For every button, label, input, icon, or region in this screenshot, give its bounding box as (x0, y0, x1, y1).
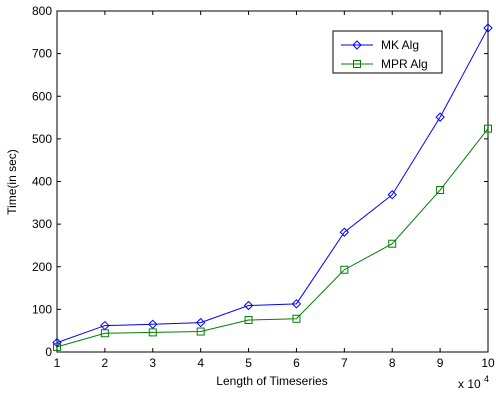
data-point-square (244, 316, 253, 325)
series-2 (53, 124, 492, 351)
x-tick-label: 7 (341, 356, 348, 370)
y-axis-label: Time(in sec) (5, 149, 19, 215)
data-point-square (196, 327, 205, 336)
x-axis-exponent-base: x 10 (458, 377, 481, 391)
y-tick-label: 100 (32, 302, 52, 316)
series-line (56, 128, 489, 348)
y-tick-label: 400 (32, 175, 52, 189)
y-tick-label: 600 (32, 89, 52, 103)
x-tick-label: 2 (102, 356, 109, 370)
data-point-diamond (435, 112, 445, 122)
x-axis-exponent-power: 4 (484, 374, 489, 384)
data-point-square (100, 329, 109, 338)
legend-item: MK Alg (341, 38, 419, 52)
x-tick-label: 5 (245, 356, 252, 370)
y-tick-label: 800 (32, 4, 52, 18)
x-axis-ticks: 1 2 3 4 5 6 7 8 9 10 (54, 11, 495, 370)
x-axis-exponent: x 10 4 (458, 374, 489, 391)
series-line (56, 27, 489, 344)
y-tick-label: 500 (32, 132, 52, 146)
x-tick-label: 8 (389, 356, 396, 370)
data-point-square (292, 314, 301, 323)
data-point-square (353, 60, 361, 68)
data-point-square (340, 265, 349, 274)
y-tick-label: 0 (45, 345, 52, 359)
series-layer (52, 23, 493, 351)
x-tick-label: 1 (54, 356, 61, 370)
data-point-diamond (387, 190, 397, 200)
legend-label: MK Alg (381, 38, 419, 52)
data-point-diamond (243, 300, 254, 311)
legend-items: MK Alg MPR Alg (341, 38, 428, 71)
data-point-diamond (352, 40, 362, 50)
data-point-diamond (483, 23, 493, 33)
legend-label: MPR Alg (381, 57, 428, 71)
y-axis-ticks: 0 100 200 300 400 500 600 700 800 (32, 4, 488, 359)
x-tick-label: 6 (293, 356, 300, 370)
legend-box (332, 30, 443, 74)
y-tick-label: 200 (32, 260, 52, 274)
data-point-square (148, 328, 157, 337)
data-point-diamond (339, 227, 350, 237)
data-point-square (388, 239, 397, 248)
x-tick-label: 4 (197, 356, 204, 370)
data-point-diamond (291, 299, 302, 309)
x-tick-label: 9 (437, 356, 444, 370)
legend: MK Alg MPR Alg (332, 30, 443, 74)
data-point-square (53, 342, 61, 351)
x-tick-label: 10 (481, 356, 495, 370)
legend-item: MPR Alg (341, 57, 428, 71)
data-point-square (484, 124, 492, 133)
data-point-square (436, 186, 445, 195)
y-tick-label: 300 (32, 217, 52, 231)
y-tick-label: 700 (32, 47, 52, 61)
x-axis-label: Length of Timeseries (216, 374, 327, 388)
data-point-diamond (148, 319, 158, 330)
data-point-diamond (195, 317, 206, 328)
x-tick-label: 3 (149, 356, 156, 370)
